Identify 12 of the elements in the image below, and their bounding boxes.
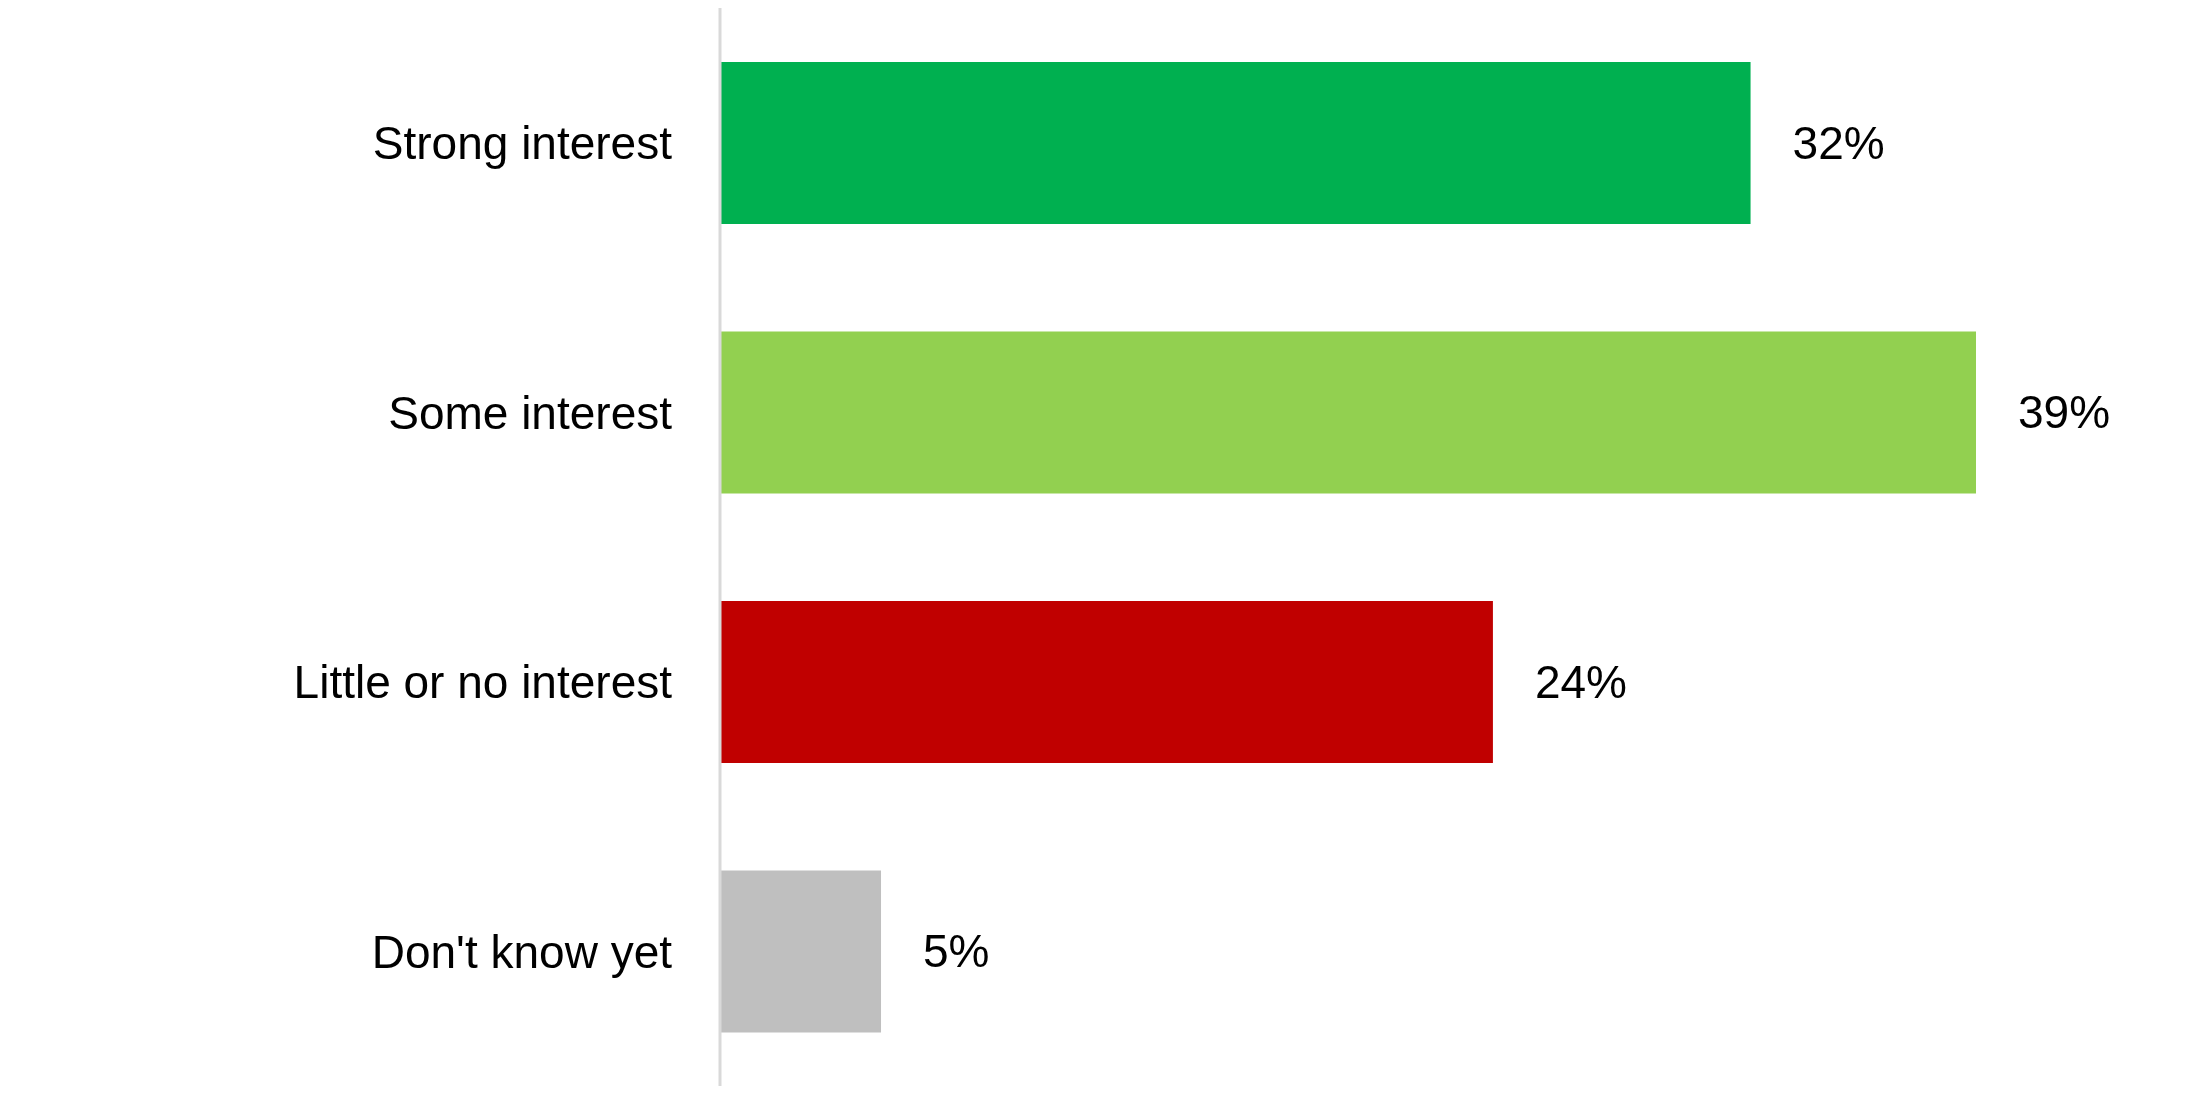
bar bbox=[720, 600, 1493, 763]
bar bbox=[720, 331, 1976, 494]
data-label: 39% bbox=[2018, 386, 2111, 439]
data-label: 24% bbox=[1534, 655, 1627, 708]
y-tick-label: Don't know yet bbox=[371, 925, 673, 978]
data-label: 32% bbox=[1792, 116, 1885, 169]
y-tick-label: Strong interest bbox=[372, 117, 673, 170]
bar bbox=[720, 870, 882, 1033]
y-tick-label: Little or no interest bbox=[293, 656, 673, 709]
y-tick-label: Some interest bbox=[388, 386, 673, 439]
bar bbox=[720, 61, 1751, 224]
data-label: 5% bbox=[923, 925, 990, 978]
